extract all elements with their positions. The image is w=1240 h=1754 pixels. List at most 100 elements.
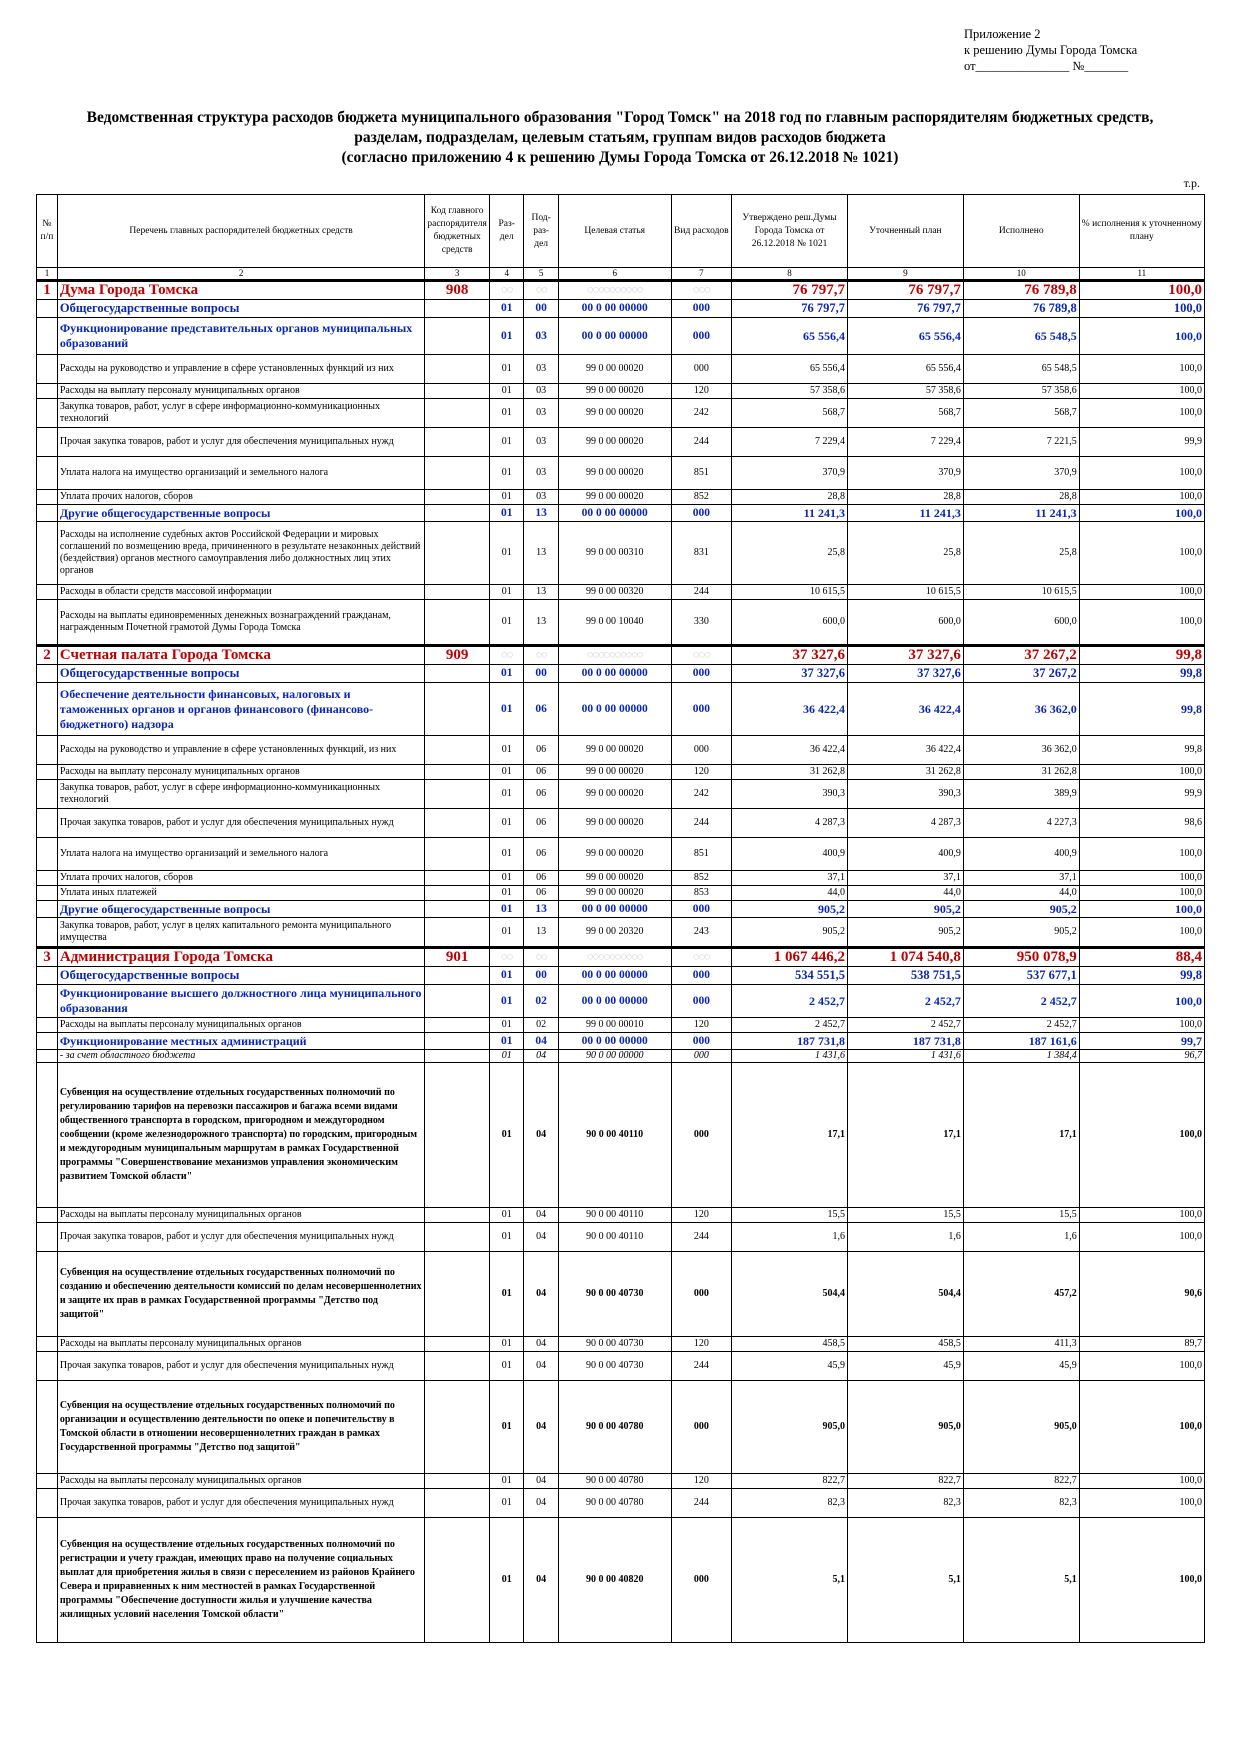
row-plan: 11 241,3 xyxy=(846,504,964,522)
row-executed: 568,7 xyxy=(962,398,1080,428)
row-target-article: 99 0 00 00320 xyxy=(557,584,672,600)
row-razdel: 01 xyxy=(488,1049,525,1063)
row-code xyxy=(424,900,490,918)
row-percent: 100,0 xyxy=(1078,280,1206,300)
row-number xyxy=(36,354,58,384)
row-expense-type: 000 xyxy=(670,1380,733,1474)
row-podrazdel: 04 xyxy=(523,1207,559,1223)
row-code xyxy=(424,1351,490,1381)
row-approved: 11 241,3 xyxy=(731,504,848,522)
row-razdel: 01 xyxy=(488,317,525,355)
row-percent: 99,8 xyxy=(1078,966,1206,985)
row-approved: 600,0 xyxy=(731,599,848,646)
row-executed: 2 452,7 xyxy=(962,984,1080,1018)
row-percent: 100,0 xyxy=(1078,317,1206,355)
row-razdel: 01 xyxy=(488,808,525,838)
row-percent: 100,0 xyxy=(1078,354,1206,384)
row-target-article: 90 0 00 40110 xyxy=(557,1062,672,1208)
row-approved: 2 452,7 xyxy=(731,1017,848,1033)
table-row: Расходы на выплаты персоналу муниципальн… xyxy=(36,1473,1206,1489)
row-podrazdel: 04 xyxy=(523,1336,559,1352)
row-number xyxy=(36,1380,58,1474)
row-target-article: 99 0 00 00020 xyxy=(557,427,672,457)
row-razdel: 01 xyxy=(488,984,525,1018)
row-executed: 25,8 xyxy=(962,521,1080,585)
table-header-row: № п/п Перечень главных распорядителей бю… xyxy=(36,194,1206,268)
row-number xyxy=(36,984,58,1018)
row-number xyxy=(36,870,58,886)
row-expense-type: 120 xyxy=(670,1207,733,1223)
table-row: Уплата прочих налогов, сборов 01 03 99 0 00… xyxy=(36,489,1206,505)
annex-line: Приложение 2 xyxy=(964,27,1041,41)
table-row: Прочая закупка товаров, работ и услуг дл… xyxy=(36,427,1206,457)
row-expense-type: 853 xyxy=(670,885,733,901)
distributor-row: 2 Счетная палата Города Томска 909 ◌◌ ◌◌ ◌◌◌◌… xyxy=(36,645,1206,665)
row-target-article: 00 0 00 00000 xyxy=(557,984,672,1018)
row-number xyxy=(36,383,58,399)
row-executed: 905,2 xyxy=(962,900,1080,918)
row-approved: 905,0 xyxy=(731,1380,848,1474)
row-razdel: 01 xyxy=(488,383,525,399)
table-row: Расходы на руководство и управление в сф… xyxy=(36,735,1206,765)
row-percent: 96,7 xyxy=(1078,1049,1206,1063)
row-approved: 822,7 xyxy=(731,1473,848,1489)
row-executed: 370,9 xyxy=(962,456,1080,490)
row-percent: 98,6 xyxy=(1078,808,1206,838)
row-number xyxy=(36,1062,58,1208)
header-percent: % исполнения к уточненному плану xyxy=(1078,194,1206,268)
row-podrazdel: 04 xyxy=(523,1488,559,1518)
row-code xyxy=(424,664,490,683)
row-razdel: 01 xyxy=(488,1251,525,1337)
row-executed: 457,2 xyxy=(962,1251,1080,1337)
row-name: Расходы на выплаты единовременных денежн… xyxy=(56,599,426,646)
row-target-article: 90 0 00 40730 xyxy=(557,1251,672,1337)
row-approved: 65 556,4 xyxy=(731,354,848,384)
row-name: Уплата иных платежей xyxy=(56,885,426,901)
row-executed: 400,9 xyxy=(962,837,1080,871)
row-razdel: 01 xyxy=(488,504,525,522)
row-code: 901 xyxy=(424,947,490,967)
row-executed: 10 615,5 xyxy=(962,584,1080,600)
row-plan: 538 751,5 xyxy=(846,966,964,985)
row-name: Прочая закупка товаров, работ и услуг дл… xyxy=(56,1222,426,1252)
row-target-article: 99 0 00 00020 xyxy=(557,837,672,871)
row-plan: 1 074 540,8 xyxy=(846,947,964,967)
row-number xyxy=(36,521,58,585)
row-executed: 7 221,5 xyxy=(962,427,1080,457)
row-code xyxy=(424,682,490,736)
column-number: 9 xyxy=(846,267,964,281)
row-expense-type: 244 xyxy=(670,808,733,838)
row-approved: 37,1 xyxy=(731,870,848,886)
row-razdel: 01 xyxy=(488,779,525,809)
row-expense-type: 242 xyxy=(670,398,733,428)
row-code xyxy=(424,354,490,384)
row-number xyxy=(36,808,58,838)
row-razdel: 01 xyxy=(488,456,525,490)
row-plan: 36 422,4 xyxy=(846,682,964,736)
row-percent: 99,7 xyxy=(1078,1032,1206,1050)
table-row: Прочая закупка товаров, работ и услуг дл… xyxy=(36,1488,1206,1518)
annex-line: к решению Думы Города Томска xyxy=(964,43,1138,57)
row-code xyxy=(424,917,490,948)
row-expense-type: 000 xyxy=(670,504,733,522)
row-razdel: 01 xyxy=(488,682,525,736)
column-number: 7 xyxy=(670,267,733,281)
row-code: 909 xyxy=(424,645,490,665)
row-number xyxy=(36,779,58,809)
row-number xyxy=(36,599,58,646)
row-name: Уплата налога на имущество организаций и… xyxy=(56,456,426,490)
row-podrazdel: 13 xyxy=(523,584,559,600)
row-target-article: 90 0 00 40780 xyxy=(557,1380,672,1474)
row-expense-type: 244 xyxy=(670,1488,733,1518)
row-number xyxy=(36,1049,58,1063)
row-code xyxy=(424,1336,490,1352)
column-number: 6 xyxy=(557,267,672,281)
row-expense-type: 120 xyxy=(670,1017,733,1033)
row-target-article: 99 0 00 00020 xyxy=(557,354,672,384)
row-approved: 187 731,8 xyxy=(731,1032,848,1050)
row-name: Уплата прочих налогов, сборов xyxy=(56,870,426,886)
row-code xyxy=(424,1207,490,1223)
row-razdel: 01 xyxy=(488,1488,525,1518)
row-razdel: 01 xyxy=(488,917,525,948)
section-row: Общегосударственные вопросы 01 00 00 0 00 0… xyxy=(36,664,1206,683)
